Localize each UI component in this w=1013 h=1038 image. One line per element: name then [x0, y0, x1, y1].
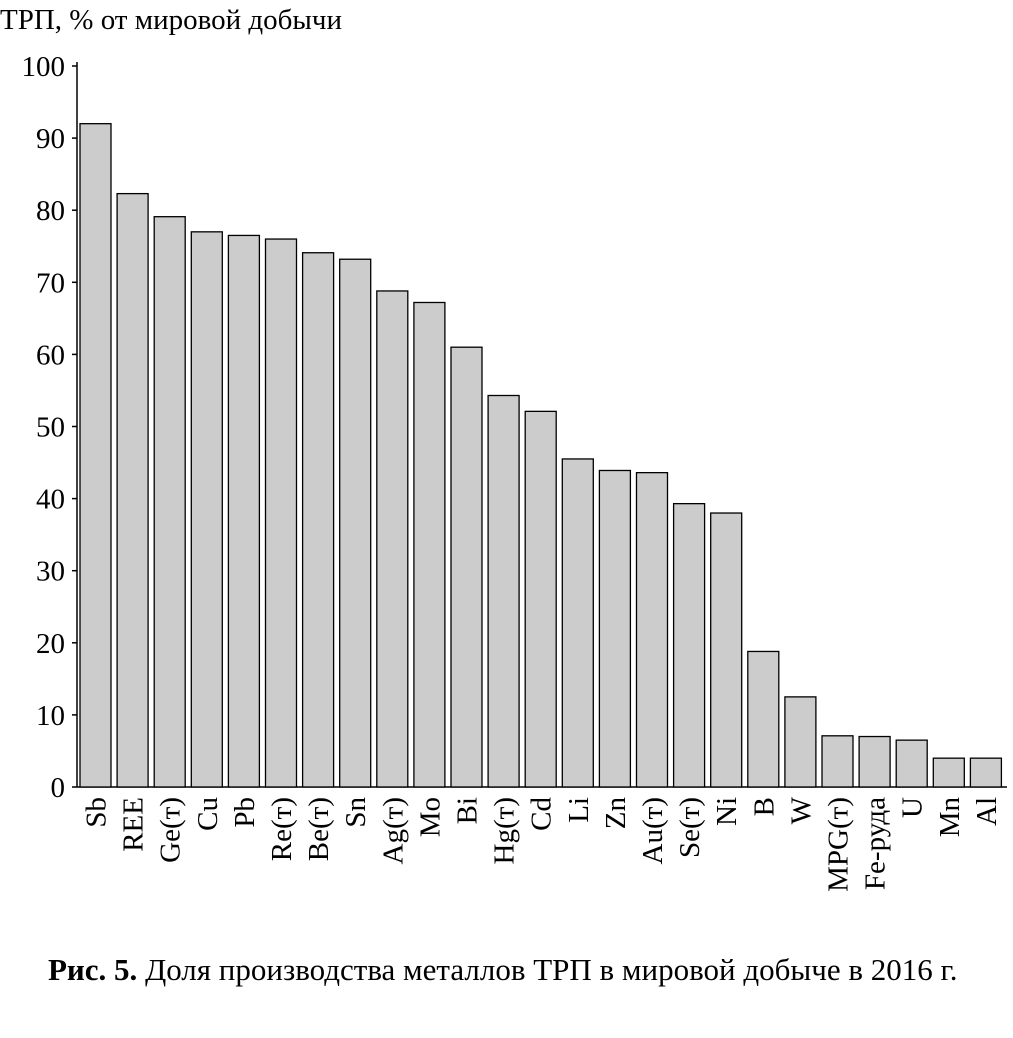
x-tick-label: Ge(т) — [155, 797, 187, 863]
y-axis-label: ТРП, % от мировой добычи — [0, 4, 342, 36]
bar-Al — [969, 757, 1003, 788]
bar-Au(т) — [635, 471, 669, 788]
caption-label: Рис. 5. — [48, 952, 138, 987]
y-tick-label: 10 — [36, 700, 65, 732]
y-tick-label: 40 — [36, 484, 65, 516]
y-tick-label: 60 — [36, 339, 65, 371]
y-tick-label: 20 — [36, 628, 65, 660]
y-tick-label: 80 — [36, 195, 65, 227]
bar-Li — [561, 458, 594, 788]
x-tick-label: Fe-руда — [860, 797, 892, 890]
bar-Re(т) — [264, 238, 298, 788]
x-tick-label: Sb — [81, 797, 113, 828]
x-tick-label: Ag(т) — [377, 797, 409, 864]
bar-REE — [116, 192, 149, 788]
x-tick-label: Bi — [452, 797, 484, 824]
bar-Ni — [710, 512, 743, 788]
x-tick-label: Mn — [934, 797, 966, 838]
bar-Zn — [598, 469, 632, 788]
x-tick-label: Ni — [711, 797, 743, 826]
y-tick-label: 90 — [36, 123, 65, 155]
x-tick-label: B — [748, 797, 780, 816]
bar-Cu — [190, 231, 223, 788]
x-tick-label: Sn — [340, 797, 372, 828]
y-tick-label: 0 — [51, 772, 66, 804]
x-tick-label: W — [785, 796, 817, 824]
y-tick-label: 30 — [36, 556, 65, 588]
bar-Mn — [932, 757, 965, 788]
y-tick-label: 50 — [36, 412, 65, 444]
x-tick-label: Mo — [414, 797, 446, 837]
bar-Fe-руда — [858, 735, 891, 788]
x-tick-label: U — [897, 797, 929, 818]
x-tick-label: Al — [971, 797, 1003, 826]
bar-Hg(т) — [487, 394, 520, 788]
x-tick-label: Au(т) — [637, 797, 669, 864]
y-tick-label: 70 — [36, 267, 65, 299]
x-tick-label: MPG(т) — [823, 797, 855, 892]
bar-Be(т) — [301, 252, 335, 788]
figure-caption: Рис. 5. Доля производства металлов ТРП в… — [48, 950, 988, 990]
bar-Ag(т) — [376, 290, 409, 788]
x-tick-label: Se(т) — [674, 797, 706, 858]
x-tick-label: REE — [118, 797, 150, 852]
x-tick-label: Li — [563, 797, 595, 823]
bar-MPG(т) — [821, 735, 854, 788]
x-tick-label: Zn — [600, 797, 632, 830]
x-tick-label: Hg(т) — [489, 797, 521, 864]
bar-chart: 0 10 20 30 40 50 60 70 80 90 100 Sb REE Ge(т) Cu Pb Re(т… — [22, 51, 1007, 892]
bar-Bi — [450, 346, 483, 788]
bar-Ge(т) — [153, 216, 186, 788]
bar-B — [747, 650, 780, 788]
bar-Mo — [413, 301, 446, 788]
bar-Se(т) — [672, 502, 706, 788]
x-tick-label: Be(т) — [303, 797, 335, 861]
y-tick-label: 100 — [22, 51, 66, 83]
bar-U — [895, 739, 928, 788]
x-tick-label: Re(т) — [266, 797, 298, 861]
bar-W — [784, 696, 817, 788]
x-tick-label: Cd — [526, 797, 558, 831]
x-tick-label: Pb — [229, 797, 261, 828]
caption-text: Доля производства металлов ТРП в мировой… — [137, 952, 958, 987]
bar-Cd — [524, 410, 557, 788]
bar-Sn — [339, 258, 372, 788]
bar-Pb — [227, 234, 261, 788]
x-tick-label: Cu — [192, 797, 224, 831]
bar-Sb — [79, 123, 112, 788]
